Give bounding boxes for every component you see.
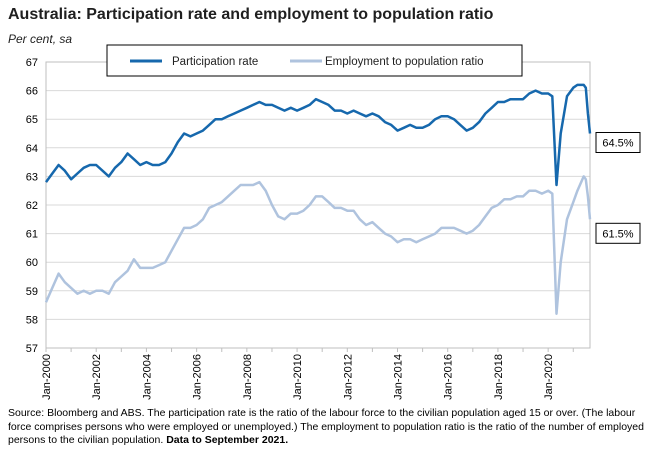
y-tick-label: 57 <box>26 343 38 355</box>
end-label-box <box>595 132 641 153</box>
x-tick-label: Jan-2004 <box>141 354 153 400</box>
source-data-date: Data to September 2021. <box>166 434 289 446</box>
participation-rate-line <box>44 83 592 187</box>
y-tick-label: 67 <box>26 57 38 69</box>
x-tick-label: Jan-2008 <box>242 354 254 400</box>
end-label-box <box>595 222 641 244</box>
x-tick-label: Jan-2010 <box>292 354 304 400</box>
chart-subtitle: Per cent, sa <box>8 32 73 46</box>
x-tick-label: Jan-2000 <box>41 354 53 400</box>
x-tick-label: Jan-2002 <box>91 354 103 400</box>
legend-label: Employment to population ratio <box>325 56 484 68</box>
source-text: Source: Bloomberg and ABS. The participa… <box>8 407 644 446</box>
y-tick-label: 64 <box>26 143 38 155</box>
x-tick-label: Jan-2012 <box>342 354 354 400</box>
chart: 57 58 59 60 61 62 63 64 65 66 67 Jan-2000 Jan-2002 Ja… <box>26 44 641 400</box>
x-tick-label: Jan-2016 <box>443 354 455 400</box>
y-tick-label: 61 <box>26 229 38 241</box>
employment-ratio-line <box>44 175 592 315</box>
legend-label: Participation rate <box>172 56 258 68</box>
chart-title: Australia: Participation rate and employ… <box>8 6 494 23</box>
y-tick-label: 60 <box>26 257 38 269</box>
x-tick-label: Jan-2014 <box>393 354 405 400</box>
source-note: Source: Bloomberg and ABS. The participa… <box>8 407 644 448</box>
end-label: 64.5% <box>602 138 633 150</box>
y-tick-label: 59 <box>26 286 38 298</box>
x-tick-label: Jan-2006 <box>192 354 204 400</box>
y-tick-label: 58 <box>26 314 38 326</box>
y-tick-label: 65 <box>26 114 38 126</box>
x-tick-label: Jan-2020 <box>543 354 555 400</box>
y-tick-label: 62 <box>26 200 38 212</box>
y-tick-label: 63 <box>26 171 38 183</box>
end-label: 61.5% <box>602 228 633 240</box>
y-tick-label: 66 <box>26 86 38 98</box>
x-tick-label: Jan-2018 <box>493 354 505 400</box>
